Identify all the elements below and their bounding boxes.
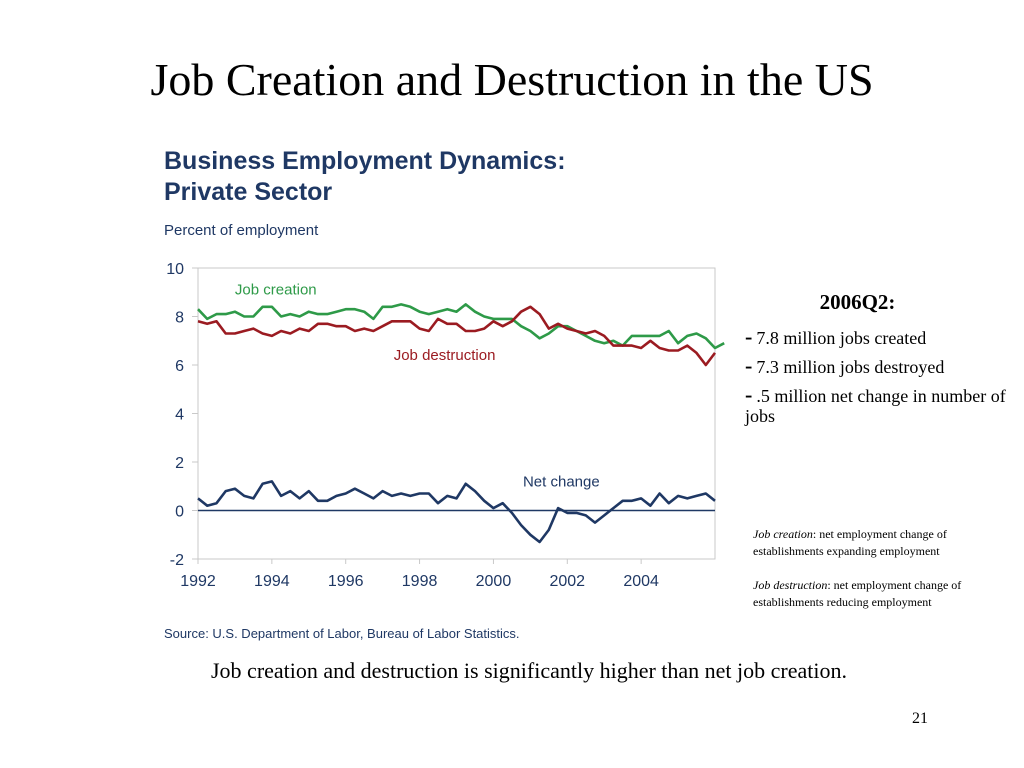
- x-tick-label: 1992: [180, 573, 216, 590]
- chart-title-line1: Business Employment Dynamics:: [164, 147, 566, 175]
- y-tick-label: 4: [175, 407, 184, 424]
- bullet-dash: -: [745, 353, 753, 378]
- chart-title: Business Employment Dynamics: Private Se…: [164, 146, 566, 208]
- y-tick-label: 8: [175, 310, 184, 327]
- y-tick-label: -2: [170, 552, 184, 569]
- series-line-job-creation: [197, 303, 725, 350]
- stat-line-created: -7.8 million jobs created: [745, 324, 1010, 349]
- stat-text: 7.3 million jobs destroyed: [756, 357, 945, 377]
- definition-term: Job destruction: [753, 578, 828, 592]
- slide-title: Job Creation and Destruction in the US: [150, 54, 874, 105]
- definition-text: : net employment change of establishment…: [753, 527, 947, 558]
- bullet-dash: -: [745, 382, 753, 407]
- y-tick-label: 10: [166, 261, 184, 278]
- stat-line-net: - .5 million net change in number of jobs: [745, 382, 1010, 427]
- definitions: Job creation: net employment change of e…: [753, 526, 1003, 628]
- chart-source: Source: U.S. Department of Labor, Bureau…: [164, 626, 520, 641]
- series-line-job-destruction: [197, 305, 717, 367]
- conclusion-text: Job creation and destruction is signific…: [211, 658, 847, 683]
- y-tick-label: 6: [175, 358, 184, 375]
- y-tick-label: 2: [175, 455, 184, 472]
- definition-term: Job creation: [753, 527, 813, 541]
- series-line-net-change: [197, 480, 716, 544]
- page-number: 21: [912, 710, 928, 727]
- stat-line-destroyed: -7.3 million jobs destroyed: [745, 353, 1010, 378]
- stat-text: 7.8 million jobs created: [756, 328, 927, 348]
- x-tick-label: 1998: [402, 573, 438, 590]
- series-label: Net change: [523, 473, 600, 490]
- x-tick-label: 2002: [549, 573, 585, 590]
- bullet-dash: -: [745, 324, 753, 349]
- y-tick-label: 0: [175, 504, 184, 521]
- x-tick-label: 1996: [328, 573, 364, 590]
- x-tick-label: 2000: [476, 573, 512, 590]
- stats-box: 2006Q2: -7.8 million jobs created -7.3 m…: [745, 290, 1010, 434]
- definition-job-creation: Job creation: net employment change of e…: [753, 526, 1003, 560]
- series-label: Job destruction: [394, 347, 496, 364]
- line-chart: 10 8 6 4 2 0 -2 1992 1994 1996 1998 2000 2002 2004 Job…: [166, 261, 725, 590]
- definition-job-destruction: Job destruction: net employment change o…: [753, 577, 1003, 611]
- x-tick-label: 1994: [254, 573, 290, 590]
- stat-text: .5 million net change in number of jobs: [745, 386, 1006, 426]
- x-tick-label: 2004: [623, 573, 659, 590]
- series-label: Job creation: [235, 282, 317, 299]
- definition-text: : net employment change of establishment…: [753, 578, 962, 609]
- chart-title-line2: Private Sector: [164, 178, 333, 206]
- stats-heading: 2006Q2:: [819, 290, 896, 314]
- chart-subtitle: Percent of employment: [164, 222, 319, 239]
